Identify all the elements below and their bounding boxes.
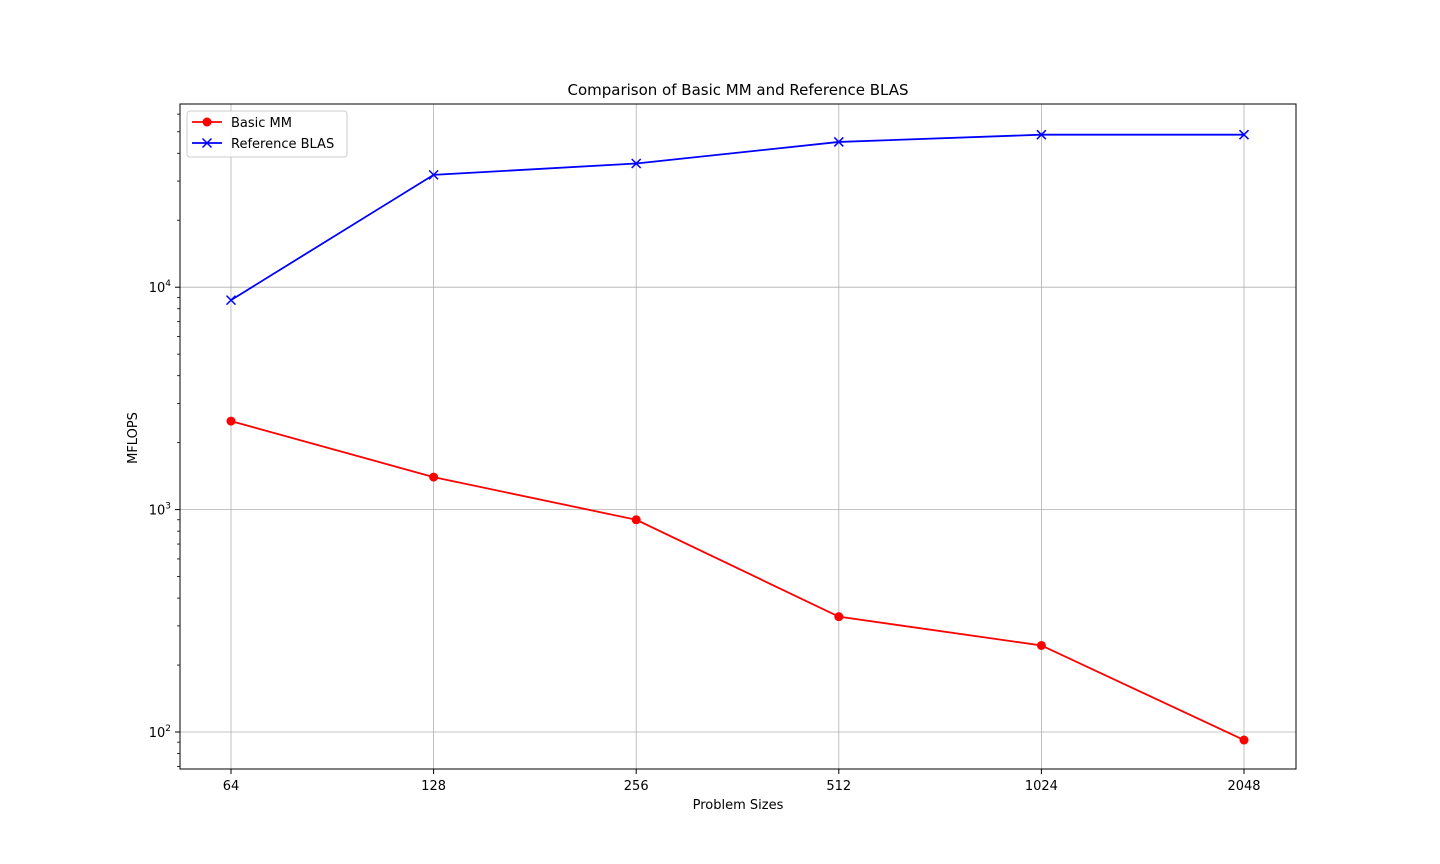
series-line [230, 420, 1245, 741]
data-point [631, 158, 642, 169]
legend: Basic MM Reference BLAS [186, 110, 348, 158]
data-point [631, 515, 641, 525]
chart-title: Comparison of Basic MM and Reference BLA… [567, 81, 908, 99]
data-point [1036, 640, 1046, 650]
y-tick-label: 104 [149, 279, 172, 296]
data-point [429, 472, 439, 482]
data-point [834, 612, 844, 622]
x-tick-label: 64 [223, 779, 240, 794]
x-axis-label: Problem Sizes [693, 798, 784, 813]
x-tick-label: 2048 [1227, 779, 1260, 794]
data-point [1238, 129, 1250, 140]
axis-ticks: 64 128 256 512 1024 2048 102 103 104 [149, 113, 1261, 794]
data-point [1036, 129, 1047, 140]
x-tick-label: 512 [826, 779, 851, 794]
plot-frame [179, 103, 1297, 770]
legend-label: Reference BLAS [231, 137, 334, 152]
x-tick-label: 128 [421, 779, 446, 794]
data-point [833, 136, 844, 147]
data-point [428, 169, 439, 180]
data-series [225, 129, 1250, 745]
legend-label: Basic MM [231, 116, 292, 131]
x-tick-label: 256 [624, 779, 649, 794]
data-point [226, 416, 236, 426]
legend-marker [202, 117, 212, 127]
y-tick-label: 103 [149, 502, 171, 519]
data-point [225, 295, 237, 306]
data-point [1239, 735, 1249, 745]
series-line [230, 133, 1244, 301]
x-tick-label: 1024 [1025, 779, 1058, 794]
grid-lines [180, 104, 1296, 769]
legend-box [186, 110, 348, 158]
y-tick-label: 102 [149, 724, 171, 741]
y-axis-label: MFLOPS [126, 412, 141, 464]
legend-marker [201, 137, 213, 149]
